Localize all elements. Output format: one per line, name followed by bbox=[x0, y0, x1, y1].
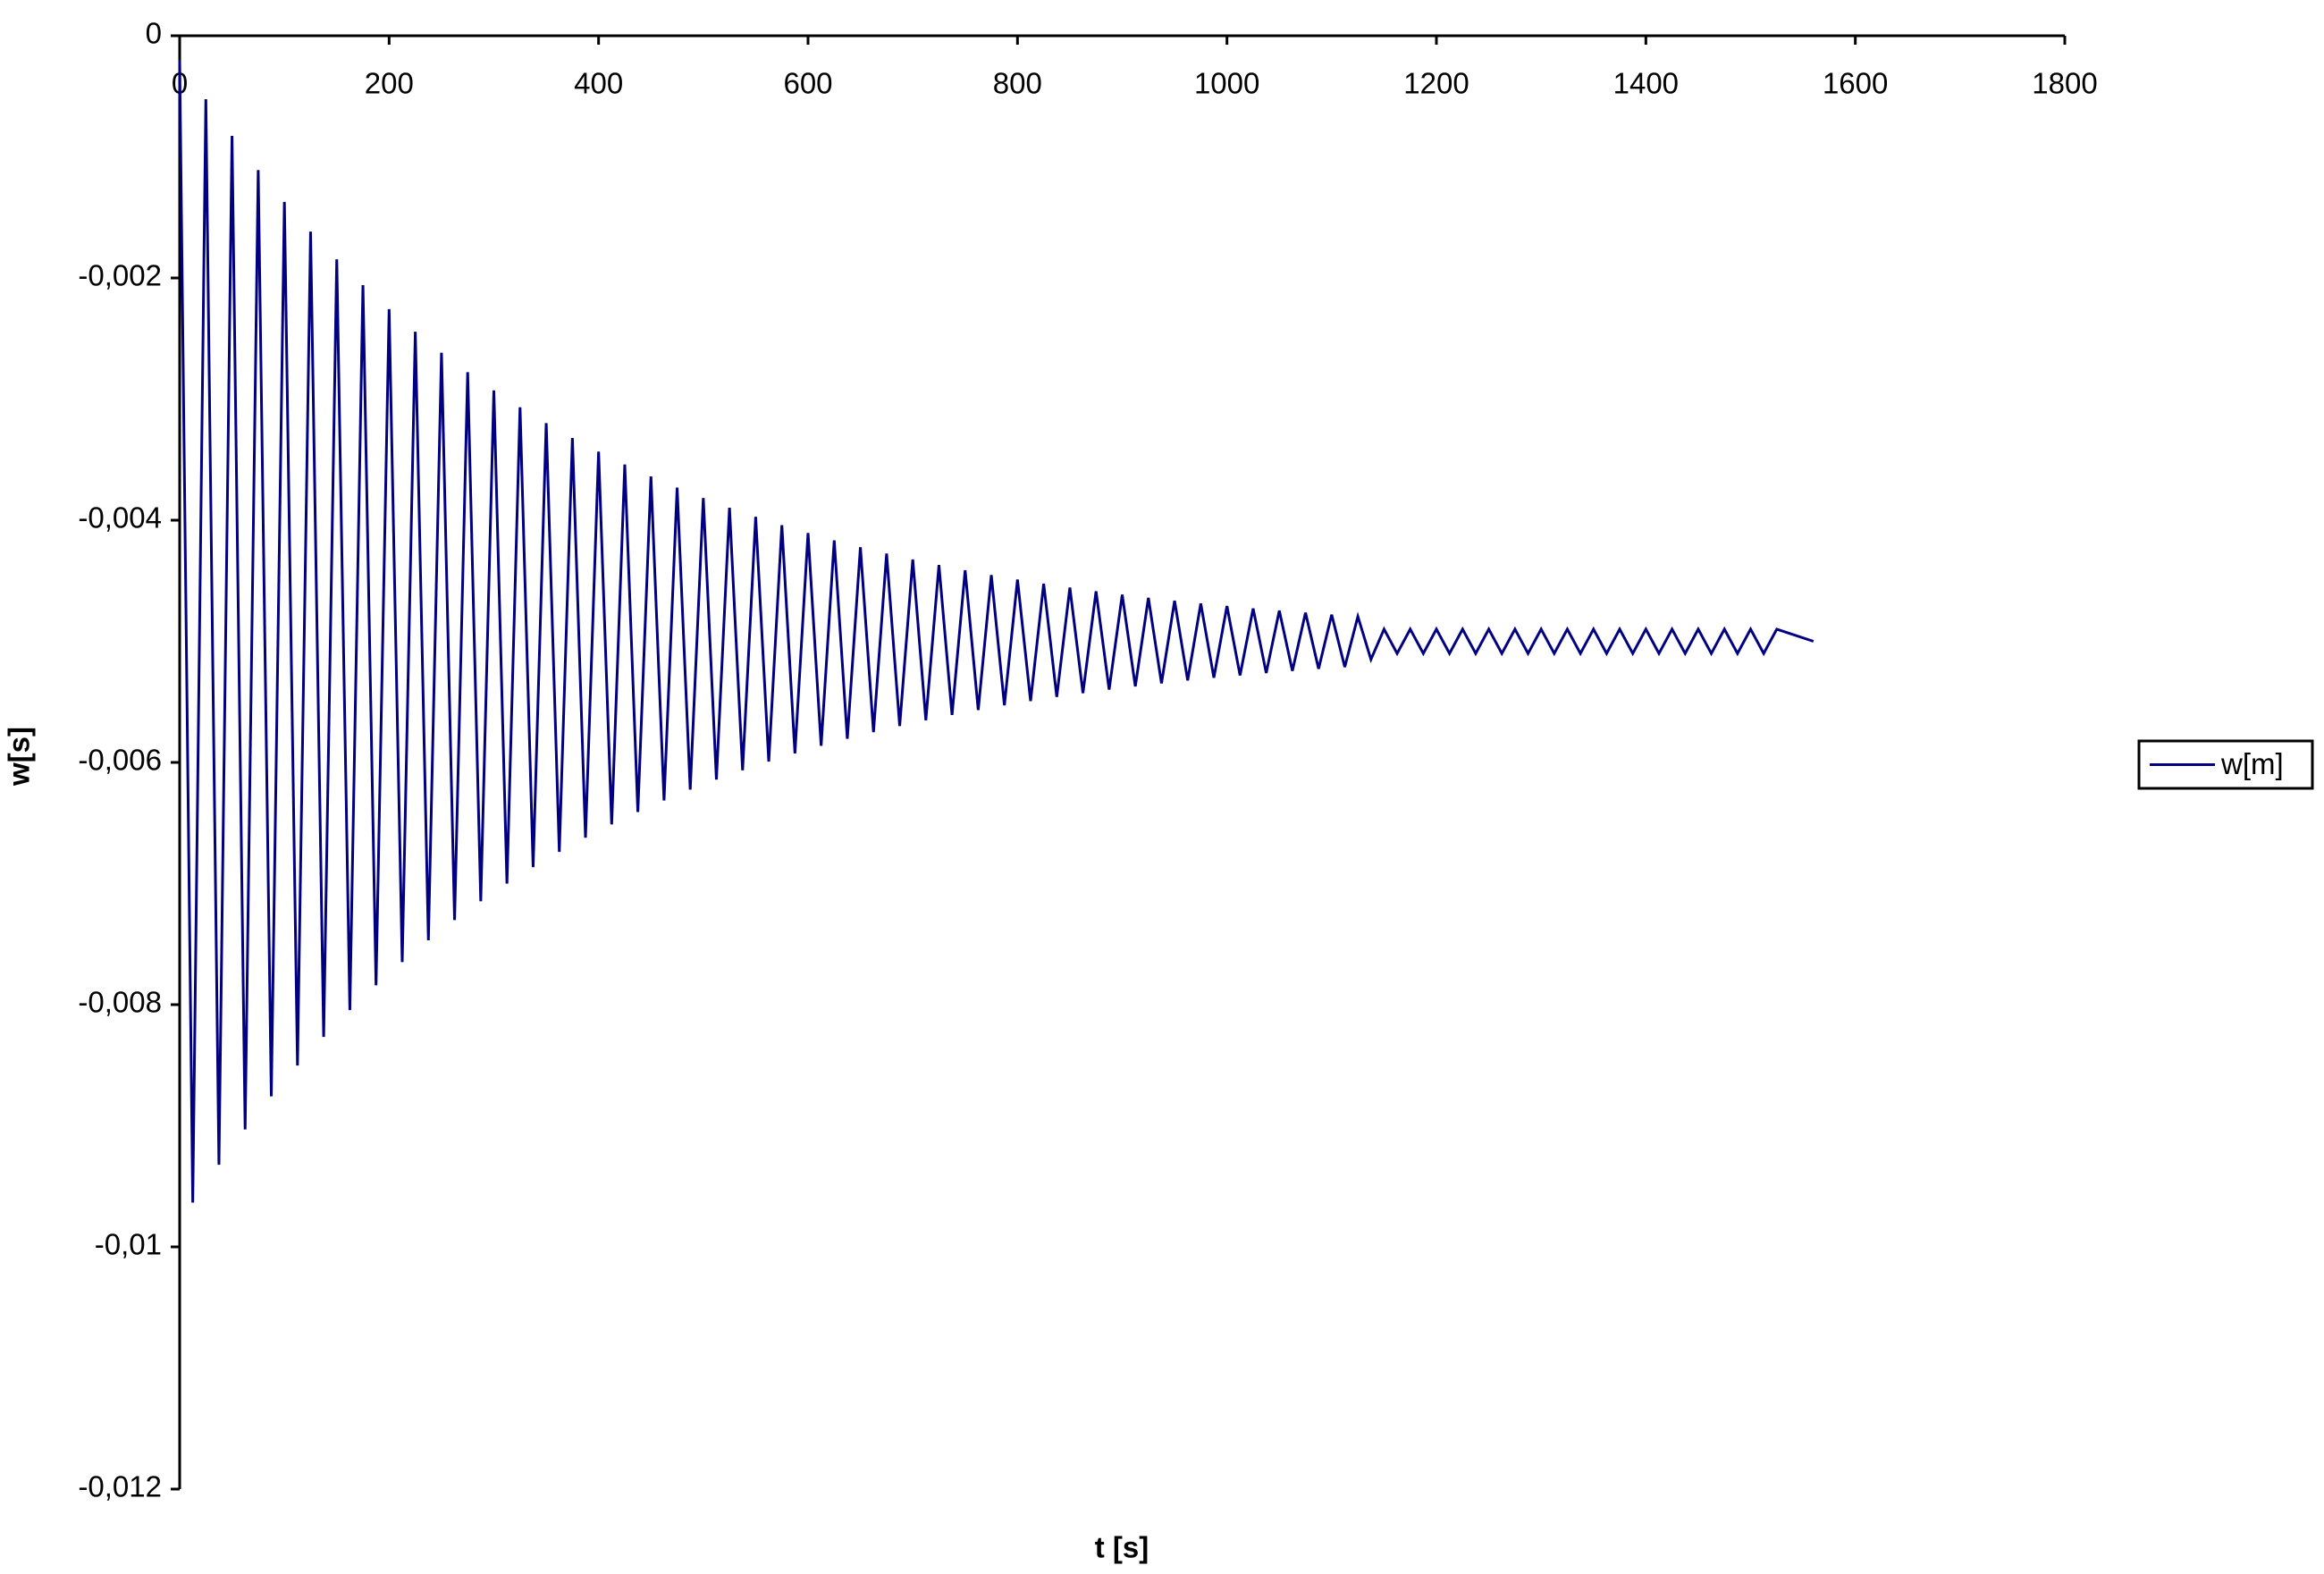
x-tick-label: 1200 bbox=[1403, 67, 1469, 100]
y-tick-label: -0,008 bbox=[78, 986, 162, 1019]
x-tick-label: 1400 bbox=[1613, 67, 1679, 100]
y-tick-label: -0,006 bbox=[78, 744, 162, 777]
y-tick-label: 0 bbox=[146, 17, 162, 50]
x-tick-label: 600 bbox=[783, 67, 832, 100]
x-tick-label: 400 bbox=[574, 67, 623, 100]
y-tick-label: -0,004 bbox=[78, 501, 162, 534]
x-tick-label: 1600 bbox=[1823, 67, 1888, 100]
x-tick-label: 1000 bbox=[1194, 67, 1259, 100]
x-tick-label: 1800 bbox=[2032, 67, 2097, 100]
y-axis-label: w[s] bbox=[3, 727, 36, 787]
x-tick-label: 800 bbox=[993, 67, 1042, 100]
x-axis-label: t [s] bbox=[1095, 1531, 1149, 1564]
y-tick-label: -0,002 bbox=[78, 259, 162, 292]
y-tick-label: -0,012 bbox=[78, 1470, 162, 1503]
legend-label: w[m] bbox=[2220, 747, 2284, 780]
y-tick-label: -0,01 bbox=[95, 1228, 162, 1261]
x-tick-label: 200 bbox=[365, 67, 414, 100]
data-line bbox=[178, 60, 1815, 1203]
